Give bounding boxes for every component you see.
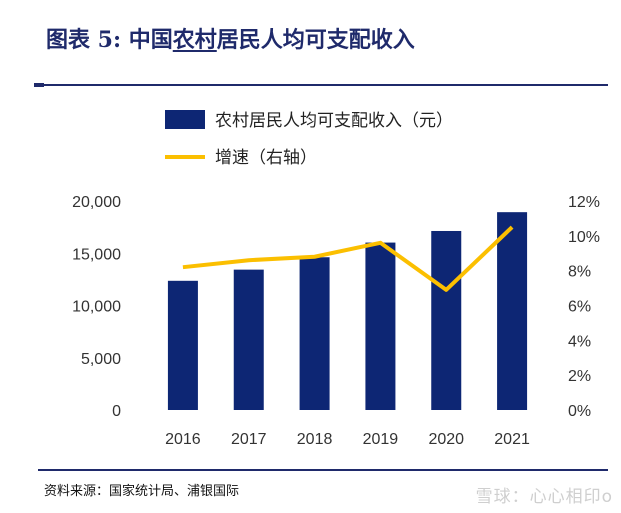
growth-line xyxy=(182,225,514,292)
x-tick-label: 2021 xyxy=(494,431,530,448)
right-tick-label: 2% xyxy=(568,368,591,385)
left-tick-label: 5,000 xyxy=(81,351,121,368)
x-tick-label: 2020 xyxy=(428,431,464,448)
title-prefix: 图表 5: 中国 xyxy=(46,27,173,53)
right-tick-label: 8% xyxy=(568,264,591,281)
right-axis: 0% 2% 4% 6% 8% 10% 12% xyxy=(568,194,600,420)
bar-2019 xyxy=(365,242,396,410)
right-tick-label: 4% xyxy=(568,333,591,350)
x-axis: 2016 2017 2018 2019 2020 2021 xyxy=(165,431,530,448)
bar-2016 xyxy=(167,280,198,410)
chart-title: 图表 5: 中国农村居民人均可支配收入 xyxy=(46,22,415,54)
right-tick-label: 6% xyxy=(568,299,591,316)
right-tick-label: 0% xyxy=(568,403,591,420)
legend-line-label: 增速（右轴） xyxy=(215,148,317,168)
x-tick-label: 2016 xyxy=(165,431,201,448)
right-tick-label: 10% xyxy=(568,229,600,246)
title-underlined: 农村 xyxy=(172,27,217,53)
bar-2020 xyxy=(431,230,462,410)
left-tick-label: 20,000 xyxy=(72,194,121,211)
right-tick-label: 12% xyxy=(568,194,600,211)
legend-bar-swatch xyxy=(165,110,205,129)
bar-series xyxy=(167,212,528,410)
top-rule-mark xyxy=(34,83,44,87)
bar-2017 xyxy=(233,269,264,410)
x-tick-label: 2019 xyxy=(363,431,399,448)
x-tick-label: 2017 xyxy=(231,431,267,448)
bar-2021 xyxy=(497,212,528,410)
source-note: 资料来源：国家统计局、浦银国际 xyxy=(44,484,240,499)
title-suffix: 居民人均可支配收入 xyxy=(216,27,415,53)
left-tick-label: 10,000 xyxy=(72,299,121,316)
x-tick-label: 2018 xyxy=(297,431,333,448)
top-rule xyxy=(40,84,608,86)
left-tick-label: 0 xyxy=(112,403,121,420)
bar-2018 xyxy=(299,257,330,410)
watermark: 雪球：心心相印o xyxy=(475,487,613,507)
legend-bar-label: 农村居民人均可支配收入（元） xyxy=(215,111,453,131)
left-axis: 0 5,000 10,000 15,000 20,000 xyxy=(72,194,121,420)
bottom-rule xyxy=(38,469,608,471)
legend: 农村居民人均可支配收入（元） 增速（右轴） xyxy=(165,110,453,168)
left-tick-label: 15,000 xyxy=(72,246,121,263)
